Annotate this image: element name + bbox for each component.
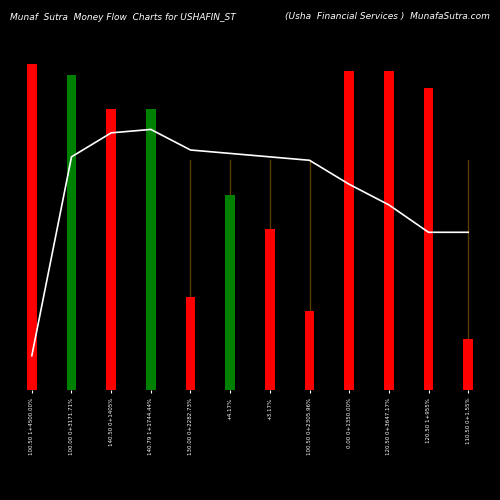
Bar — [384, 71, 394, 390]
Bar — [146, 109, 156, 390]
Text: Munaf  Sutra  Money Flow  Charts for USHAFIN_ST: Munaf Sutra Money Flow Charts for USHAFI… — [10, 12, 236, 22]
Bar — [463, 338, 473, 390]
Bar — [225, 194, 235, 390]
Bar — [27, 64, 37, 390]
Bar — [66, 74, 76, 390]
Text: (Usha  Financial Services )  MunafaSutra.com: (Usha Financial Services ) MunafaSutra.c… — [285, 12, 490, 22]
Bar — [186, 298, 196, 390]
Bar — [265, 229, 275, 390]
Bar — [424, 88, 434, 390]
Bar — [344, 71, 354, 390]
Bar — [304, 311, 314, 390]
Bar — [106, 109, 116, 390]
